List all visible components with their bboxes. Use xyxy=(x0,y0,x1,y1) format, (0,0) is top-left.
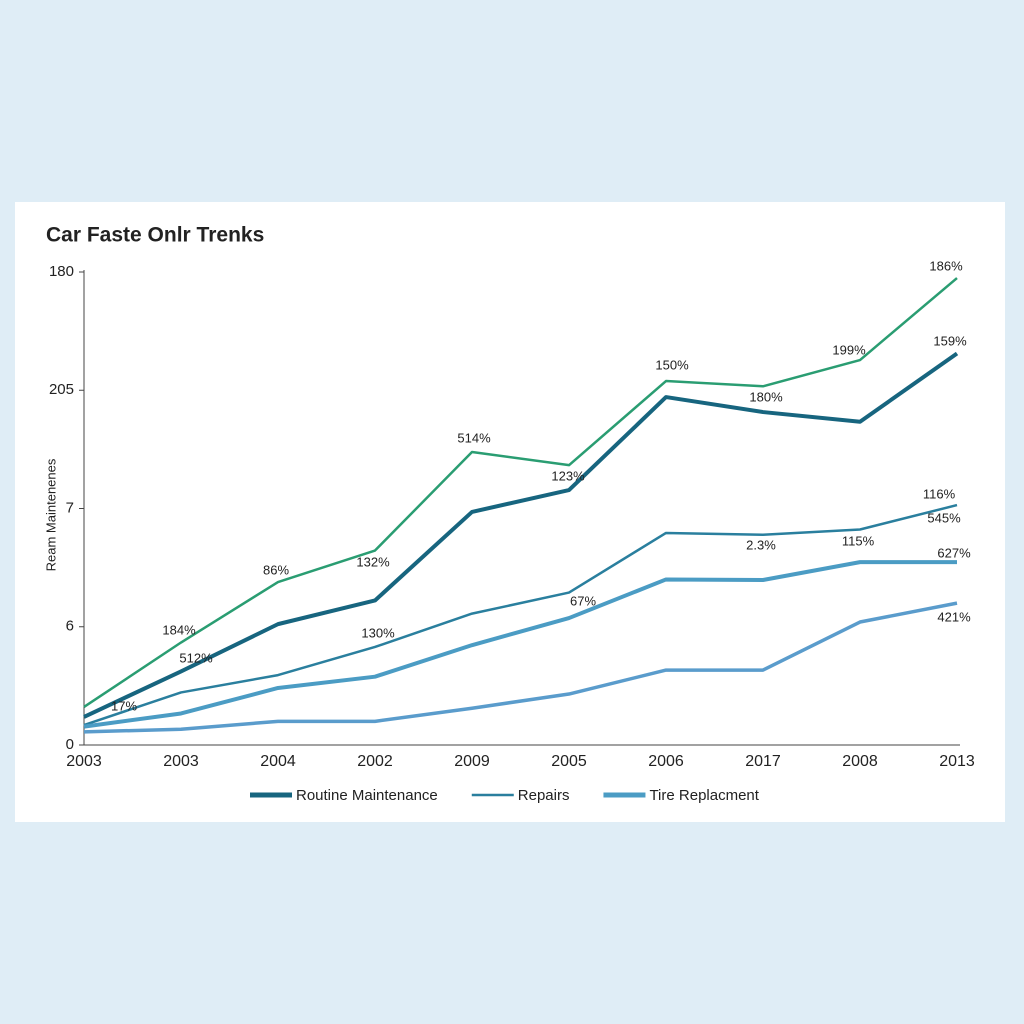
series-line xyxy=(83,277,958,708)
chart-title: Car Faste Onlr Trenks xyxy=(46,224,264,247)
y-tick-label: 0 xyxy=(66,736,74,753)
y-tick-label: 180 xyxy=(49,263,74,280)
chart-panel xyxy=(15,202,1005,822)
annotation: 512% xyxy=(179,650,213,665)
x-tick-label: 2003 xyxy=(66,753,102,770)
series-line xyxy=(83,601,958,734)
annotation: 123% xyxy=(551,468,585,483)
y-tick-label: 7 xyxy=(66,499,74,516)
annotation: 116% xyxy=(923,486,956,501)
annotation: 627% xyxy=(937,545,971,560)
series-line xyxy=(83,351,959,719)
y-tick-label: 6 xyxy=(66,618,74,635)
annotation: 159% xyxy=(933,333,967,348)
annotation: 2.3% xyxy=(746,537,776,552)
x-tick-label: 2017 xyxy=(745,753,781,770)
annotation: 115% xyxy=(842,533,875,548)
annotation: 132% xyxy=(356,554,390,569)
legend-label: Repairs xyxy=(518,787,570,804)
annotation: 514% xyxy=(457,430,491,445)
annotation: 199% xyxy=(832,342,866,357)
y-axis-label: Ream Maintenenes xyxy=(43,458,58,571)
annotation: 184% xyxy=(162,622,196,637)
x-tick-label: 2006 xyxy=(648,753,684,770)
legend-label: Tire Replacment xyxy=(649,787,759,804)
series-line xyxy=(83,560,957,729)
annotation: 421% xyxy=(937,609,971,624)
x-tick-label: 2013 xyxy=(939,753,975,770)
annotation: 130% xyxy=(361,625,395,640)
x-tick-label: 2008 xyxy=(842,753,878,770)
x-tick-label: 2004 xyxy=(260,753,296,770)
annotation: 545% xyxy=(927,510,961,525)
annotation: 86% xyxy=(263,562,289,577)
legend-label: Routine Maintenance xyxy=(296,787,438,804)
series-line xyxy=(83,503,958,727)
annotation: 67% xyxy=(570,593,596,608)
x-tick-label: 2005 xyxy=(551,753,587,770)
x-tick-label: 2003 xyxy=(163,753,199,770)
annotation: 180% xyxy=(749,389,783,404)
annotation: 186% xyxy=(929,258,963,273)
annotation: 150% xyxy=(655,357,689,372)
y-tick-label: 205 xyxy=(49,381,74,398)
x-tick-label: 2002 xyxy=(357,753,393,770)
x-tick-label: 2009 xyxy=(454,753,490,770)
annotation: 17% xyxy=(111,698,137,713)
